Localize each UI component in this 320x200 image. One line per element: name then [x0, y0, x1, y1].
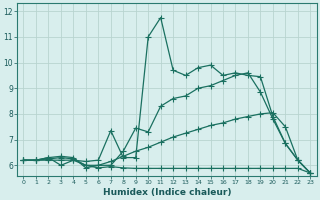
X-axis label: Humidex (Indice chaleur): Humidex (Indice chaleur)	[103, 188, 231, 197]
